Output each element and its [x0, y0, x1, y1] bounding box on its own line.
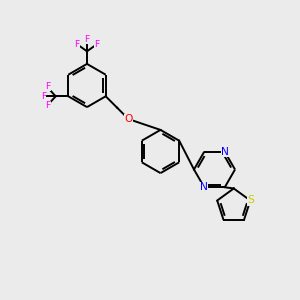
- Text: F: F: [84, 35, 90, 44]
- Text: S: S: [247, 196, 254, 206]
- Text: N: N: [200, 182, 208, 192]
- Text: F: F: [94, 40, 100, 49]
- Text: O: O: [124, 114, 133, 124]
- Text: F: F: [74, 40, 80, 49]
- Text: F: F: [41, 92, 46, 101]
- Text: N: N: [221, 147, 229, 157]
- Text: F: F: [46, 82, 51, 91]
- Text: F: F: [46, 101, 51, 110]
